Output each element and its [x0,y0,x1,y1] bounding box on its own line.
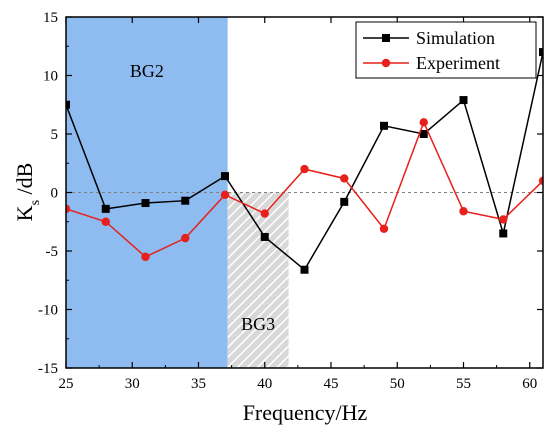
x-tick-label-55: 55 [456,376,471,392]
y-tick-label-15: 15 [43,10,58,26]
point-experiment-61 [538,176,543,185]
x-axis-ticks: 25 30 35 40 45 50 55 60 [59,17,537,392]
point-experiment-31 [141,252,150,262]
y-axis-title-sub: s [28,200,43,205]
y-tick-label-10: 10 [43,69,58,85]
y-axis-title: Ks /dB [12,163,43,222]
x-tick-label-50: 50 [390,376,405,392]
point-experiment-25 [66,204,71,214]
y-tick-label--10: -10 [38,303,58,319]
y-axis-ticks: -15 -10 -5 0 5 10 15 [38,10,543,377]
point-simulation-61 [539,48,543,57]
point-experiment-37 [220,190,230,200]
y-axis-title-main: K [12,205,37,221]
x-tick-label-40: 40 [257,376,272,392]
point-simulation-55 [459,96,468,105]
y-tick-label--15: -15 [38,361,58,377]
legend: Simulation Experiment [355,21,537,79]
legend-marker-simulation [382,34,390,42]
point-experiment-52 [419,118,428,127]
point-simulation-58 [499,229,508,238]
band-bg3 [227,192,289,368]
x-tick-label-30: 30 [125,376,140,392]
point-experiment-28 [101,217,110,226]
x-axis-title: Frequency/Hz [243,400,368,425]
point-simulation-34 [181,196,190,205]
x-tick-label-60: 60 [522,376,537,392]
point-experiment-34 [181,233,190,243]
y-tick-label--5: -5 [46,244,59,260]
point-experiment-46 [340,174,349,183]
legend-marker-experiment [381,58,391,68]
x-tick-label-45: 45 [324,376,339,392]
x-tick-label-35: 35 [191,376,206,392]
point-simulation-43 [300,265,309,274]
legend-label-simulation: Simulation [416,28,495,48]
point-simulation-49 [380,121,388,130]
band-label-bg3: BG3 [241,314,275,334]
point-experiment-40 [260,209,269,218]
x-tick-label-25: 25 [59,376,74,392]
y-tick-label-5: 5 [51,127,59,143]
point-experiment-43 [300,164,309,174]
point-simulation-37 [221,172,229,181]
series-layer [66,48,543,274]
point-simulation-52 [419,130,428,138]
point-experiment-55 [459,207,468,216]
band-label-bg2: BG2 [130,61,164,81]
point-simulation-46 [340,197,349,206]
point-experiment-58 [499,215,508,224]
y-axis-title-suffix: /dB [12,163,37,200]
legend-box [355,21,537,79]
legend-label-experiment: Experiment [416,53,500,73]
point-simulation-40 [260,232,269,241]
band-labels: BG2 BG3 [130,61,275,334]
point-simulation-28 [101,204,110,213]
point-experiment-49 [379,224,389,233]
point-simulation-31 [141,199,150,208]
y-tick-label-0: 0 [51,186,59,202]
